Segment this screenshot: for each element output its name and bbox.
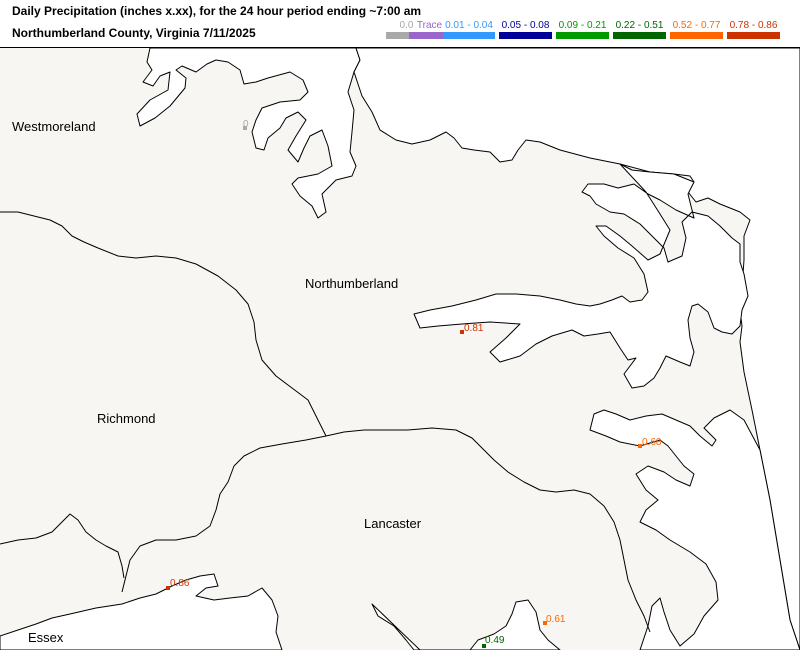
water-bodies <box>0 48 800 650</box>
station-marker: 0.61 <box>543 614 566 625</box>
legend-swatch <box>670 32 723 39</box>
station-marker: 0.81 <box>460 323 484 334</box>
northumberland-lancaster-boundary <box>325 427 651 633</box>
legend-item-078-086: 0.78 - 0.86 <box>725 20 782 42</box>
legend-label: 0.01 - 0.04 <box>445 20 493 31</box>
county-label-northumberland: Northumberland <box>305 276 398 291</box>
station-marker: 0 <box>243 119 249 130</box>
legend-swatch <box>409 32 450 39</box>
station-value-label: 0.68 <box>642 437 662 448</box>
rappahannock-river <box>0 573 283 650</box>
legend-swatch <box>556 32 609 39</box>
map-title: Daily Precipitation (inches x.xx), for t… <box>12 4 422 18</box>
richmond-west-boundary <box>0 513 125 579</box>
legend-label: 0.09 - 0.21 <box>558 20 607 31</box>
legend-item-trace: Trace <box>407 20 452 42</box>
westmoreland-boundary <box>0 211 327 437</box>
legend-label: 0.05 - 0.08 <box>501 20 550 31</box>
station-dot <box>243 126 247 130</box>
station-marker: 0.49 <box>482 635 505 648</box>
station-value-label: 0.49 <box>485 635 505 646</box>
legend-label: 0.22 - 0.51 <box>615 20 664 31</box>
county-map: Westmoreland Northumberland Richmond Lan… <box>0 48 800 650</box>
station-marker: 0.68 <box>638 437 662 448</box>
precipitation-legend: 0.0 Trace 0.01 - 0.04 0.05 - 0.08 0.09 -… <box>384 20 784 42</box>
map-subtitle: Northumberland County, Virginia 7/11/202… <box>12 26 256 40</box>
legend-swatch <box>499 32 552 39</box>
richmond-lancaster-boundary <box>121 435 327 593</box>
rappahannock-river-center <box>371 599 561 650</box>
legend-label: Trace <box>416 20 443 31</box>
legend-item-005-008: 0.05 - 0.08 <box>497 20 554 42</box>
great-wicomico-river <box>413 163 749 389</box>
station-marker: 0.86 <box>166 578 190 590</box>
county-label-richmond: Richmond <box>97 411 156 426</box>
legend-item-zero: 0.0 <box>384 20 429 42</box>
county-boundaries <box>0 211 651 633</box>
county-label-westmoreland: Westmoreland <box>12 119 96 134</box>
station-value-label: 0 <box>243 119 249 130</box>
station-dot <box>460 330 464 334</box>
legend-label: 0.52 - 0.77 <box>672 20 721 31</box>
legend-label: 0.0 <box>399 20 414 31</box>
potomac-inlet-west <box>136 48 361 219</box>
station-dot <box>482 644 486 648</box>
legend-swatch <box>613 32 666 39</box>
legend-item-001-004: 0.01 - 0.04 <box>441 20 497 42</box>
station-value-label: 0.61 <box>546 614 566 625</box>
station-value-label: 0.86 <box>170 578 190 589</box>
county-label-lancaster: Lancaster <box>364 516 422 531</box>
legend-swatch <box>727 32 780 39</box>
station-value-label: 0.81 <box>464 323 484 334</box>
station-dot <box>543 621 547 625</box>
east-creeks <box>589 409 800 650</box>
station-dot <box>166 586 170 590</box>
legend-label: 0.78 - 0.86 <box>729 20 778 31</box>
legend-item-052-077: 0.52 - 0.77 <box>668 20 725 42</box>
legend-swatch <box>386 32 427 39</box>
legend-item-009-021: 0.09 - 0.21 <box>554 20 611 42</box>
county-label-essex: Essex <box>28 630 64 645</box>
legend-item-022-051: 0.22 - 0.51 <box>611 20 668 42</box>
station-dot <box>638 444 642 448</box>
map-header: Daily Precipitation (inches x.xx), for t… <box>0 0 800 48</box>
legend-swatch <box>443 32 495 39</box>
